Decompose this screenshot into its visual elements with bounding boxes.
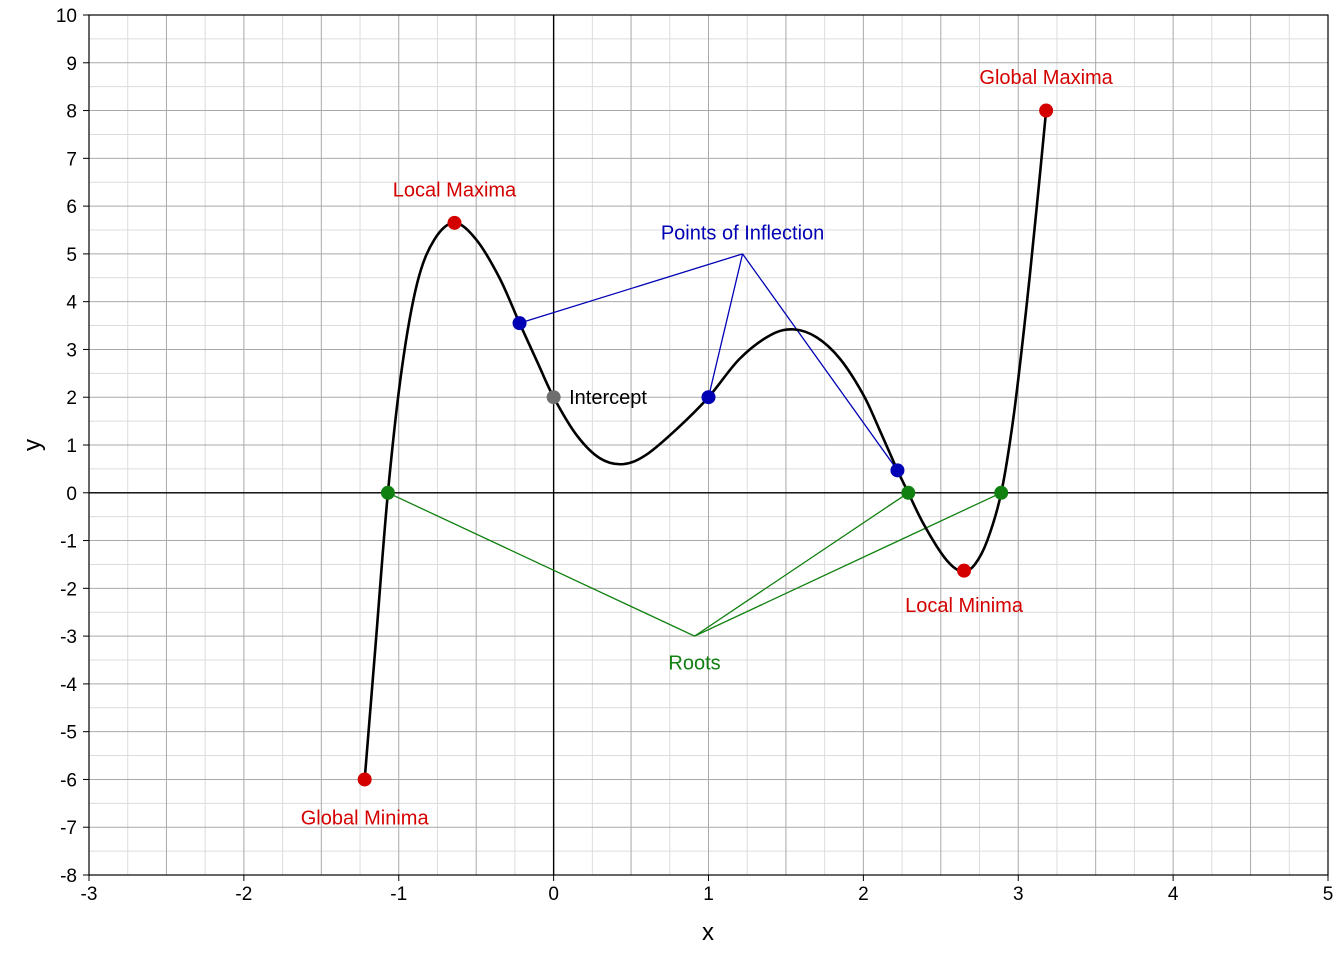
inflection-point [890, 463, 905, 478]
x-tick-label: -3 [81, 884, 98, 905]
x-tick-label: 3 [1013, 884, 1024, 905]
y-tick-label: -7 [60, 818, 77, 839]
inflection-point [512, 316, 527, 331]
y-tick-label: 10 [56, 6, 77, 27]
intercept-point [546, 390, 561, 405]
annotation-points [357, 103, 1054, 787]
global-maxima-label: Global Maxima [979, 67, 1113, 89]
global-minima-point [357, 772, 372, 787]
x-tick-label: 0 [548, 884, 559, 905]
y-tick-label: -6 [60, 770, 77, 791]
root-point [994, 485, 1009, 500]
root-point [901, 485, 916, 500]
y-tick-label: -3 [60, 627, 77, 648]
intercept-label: Intercept [569, 387, 647, 409]
annotation-labels: Global Maxima Local Maxima Local Minima Glo… [301, 67, 1114, 830]
curve-line [363, 110, 1048, 780]
y-tick-label: 9 [66, 54, 77, 75]
y-tick-label: 6 [66, 197, 77, 218]
function-curve [363, 110, 1048, 780]
x-tick-label: -1 [390, 884, 407, 905]
inflection-point [701, 390, 716, 405]
inflection-leader-line [707, 253, 744, 398]
roots-leader-line [694, 492, 1002, 637]
y-tick-label: -1 [60, 532, 77, 553]
local-minima-label: Local Minima [905, 595, 1024, 617]
root-point [380, 485, 395, 500]
global-maxima-point [1039, 103, 1054, 118]
roots-label: Roots [668, 652, 720, 674]
inflection-leader-line [742, 253, 898, 471]
roots-leader-line [694, 492, 909, 637]
global-minima-label: Global Minima [301, 808, 430, 830]
x-tick-label: 5 [1323, 884, 1334, 905]
local-minima-point [957, 563, 972, 578]
x-tick-label: -2 [235, 884, 252, 905]
x-axis-title: x [702, 919, 714, 946]
y-tick-label: 7 [66, 149, 77, 170]
y-tick-label: -2 [60, 579, 77, 600]
y-axis-title: y [19, 439, 46, 451]
y-tick-label: 8 [66, 102, 77, 123]
y-tick-label: 2 [66, 388, 77, 409]
x-tick-label: 2 [858, 884, 869, 905]
inflection-leader-line [519, 253, 743, 324]
y-tick-label: -8 [60, 866, 77, 887]
inflection-label: Points of Inflection [661, 222, 824, 244]
y-tick-label: 1 [66, 436, 77, 457]
roots-leader-line [387, 492, 695, 637]
y-tick-label: 3 [66, 340, 77, 361]
major-grid [88, 14, 1329, 876]
local-maxima-point [447, 215, 462, 230]
y-tick-label: 5 [66, 245, 77, 266]
y-tick-label: -4 [60, 675, 77, 696]
annotation-leader-lines [387, 253, 1002, 637]
x-tick-label: 1 [703, 884, 714, 905]
x-tick-label: 4 [1168, 884, 1179, 905]
y-tick-label: 0 [66, 484, 77, 505]
local-maxima-label: Local Maxima [393, 179, 517, 201]
y-tick-label: 4 [66, 293, 77, 314]
y-tick-label: -5 [60, 723, 77, 744]
